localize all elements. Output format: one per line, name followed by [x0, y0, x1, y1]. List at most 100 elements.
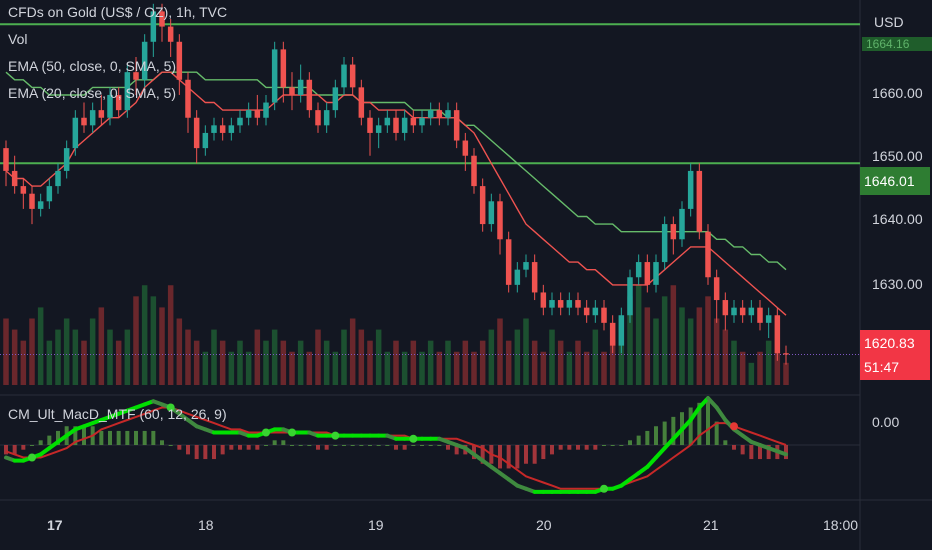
macd-histogram-bar: [376, 445, 381, 446]
last-price-tag: 1620.83 51:47: [860, 330, 930, 380]
candle-body: [29, 193, 35, 209]
candle-body: [141, 41, 148, 80]
currency-label[interactable]: USD: [874, 14, 904, 30]
volume-bar: [661, 296, 668, 385]
volume-bar: [644, 307, 651, 385]
candle-body: [705, 231, 711, 278]
candle-body: [557, 300, 564, 308]
macd-histogram-bar: [212, 445, 216, 460]
volume-bar: [757, 351, 763, 385]
macd-histogram-bar: [342, 445, 346, 446]
candle-body: [687, 170, 694, 209]
candle-body: [609, 322, 616, 346]
ema20-line: [5, 71, 787, 316]
macd-histogram-bar: [714, 421, 719, 445]
candle-body: [297, 79, 304, 95]
macd-histogram-bar: [550, 445, 554, 455]
volume-bar: [583, 351, 590, 385]
volume-bar: [462, 340, 469, 385]
time-tick: 17: [47, 517, 63, 533]
macd-cross-dot: [409, 434, 418, 443]
macd-histogram-bar: [168, 445, 173, 446]
candle-body: [505, 239, 512, 285]
macd-histogram-bar: [246, 445, 251, 450]
volume-bar: [393, 340, 399, 385]
macd-line-segment: [671, 427, 684, 441]
volume-bar: [323, 340, 330, 385]
volume-bar: [505, 340, 512, 385]
candle-body: [159, 11, 165, 27]
volume-bar: [471, 351, 477, 385]
macd-histogram-bar: [732, 445, 736, 450]
candle-body: [393, 117, 399, 133]
candle-body: [150, 11, 157, 42]
macd-histogram-bar: [151, 430, 156, 445]
candle-body: [245, 110, 252, 118]
macd-histogram-bar: [740, 445, 745, 455]
macd-histogram-bar: [784, 445, 788, 460]
price-tick: 1640.00: [872, 211, 923, 227]
candle-body: [523, 262, 529, 270]
volume-bar: [115, 340, 122, 385]
volume-bar: [609, 340, 616, 385]
candle-body: [202, 132, 209, 149]
macd-histogram-bar: [610, 445, 615, 446]
macd-histogram-bar: [4, 445, 8, 455]
volume-bar: [783, 362, 789, 385]
ema50-line: [5, 71, 787, 271]
volume-bar: [332, 351, 339, 385]
volume-bar: [202, 351, 209, 385]
macd-cross-dot: [262, 428, 270, 437]
candle-body: [46, 186, 53, 202]
volume-bar: [46, 340, 53, 385]
macd-histogram-bar: [541, 445, 546, 460]
macd-histogram-bar: [602, 445, 606, 446]
macd-histogram-bar: [368, 445, 372, 446]
macd-histogram-bar: [532, 445, 537, 464]
volume-bar: [601, 351, 607, 385]
candle-body: [731, 307, 737, 316]
candle-body: [635, 262, 642, 278]
candle-body: [739, 307, 746, 316]
macd-histogram-bar: [766, 445, 771, 460]
volume-bar: [375, 329, 382, 385]
macd-line-segment: [714, 405, 728, 422]
candle-body: [349, 64, 356, 88]
candle-body: [271, 49, 278, 103]
macd-histogram-bar: [56, 430, 60, 445]
candle-body: [107, 94, 113, 118]
candle-body: [315, 110, 321, 126]
candle-body: [410, 117, 417, 126]
macd-histogram-bar: [524, 445, 528, 464]
candle-body: [757, 307, 763, 323]
candle-body: [765, 315, 772, 323]
candle-body: [72, 117, 79, 149]
macd-histogram-bar: [749, 445, 754, 460]
macd-histogram-bar: [194, 445, 199, 460]
candle-body: [575, 300, 581, 308]
volume-bar: [540, 351, 547, 385]
candle-body: [37, 201, 44, 209]
time-tick: 19: [368, 517, 384, 533]
volume-bar: [635, 285, 642, 385]
macd-histogram-bar: [576, 445, 580, 450]
volume-bar: [696, 307, 703, 385]
macd-line-segment: [706, 396, 719, 410]
macd-cross-dot: [166, 403, 175, 412]
volume-bar: [401, 351, 408, 385]
candle-body: [566, 300, 573, 308]
volume-bar: [193, 340, 200, 385]
candle-body: [193, 117, 200, 149]
macd-histogram-bar: [394, 445, 398, 450]
level-price-tag: 1646.01: [860, 167, 930, 195]
volume-bar: [713, 318, 720, 385]
macd-cross-dot: [288, 428, 296, 437]
volume-bar: [211, 329, 217, 385]
volume-bar: [419, 351, 425, 385]
volume-bar: [488, 329, 495, 385]
ema50-legend: EMA (50, close, 0, SMA, 5): [8, 58, 177, 74]
macd-histogram-bar: [437, 445, 442, 446]
macd-histogram-bar: [272, 440, 277, 445]
macd-histogram-bar: [73, 426, 78, 445]
